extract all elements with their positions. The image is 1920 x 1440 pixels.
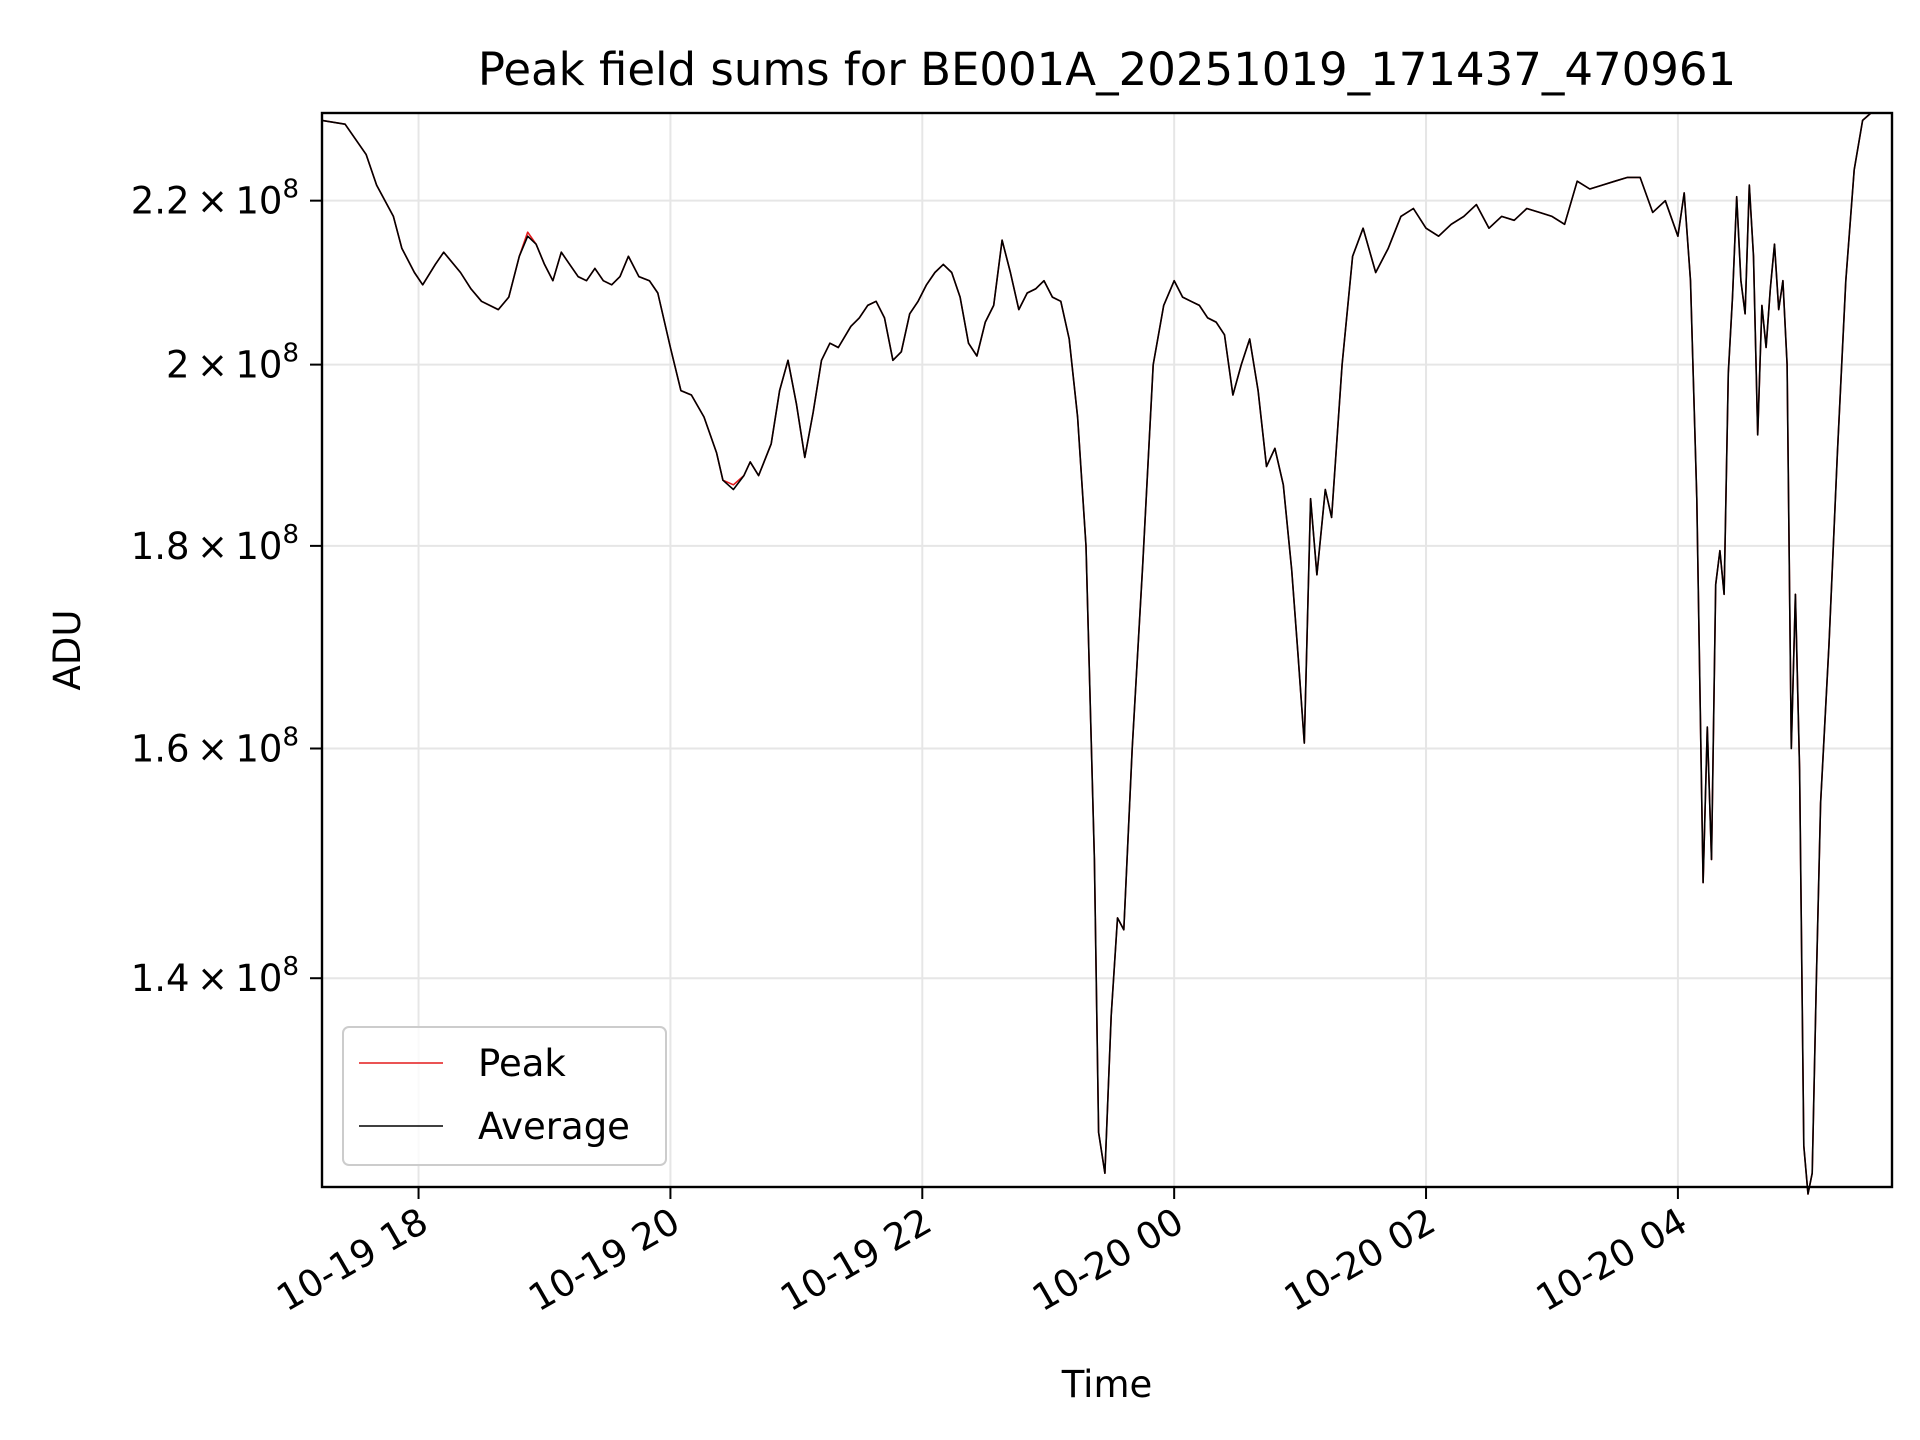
legend-label-average: Average xyxy=(478,1105,630,1148)
y-tick-mantissa: 2.2 xyxy=(131,180,190,223)
y-tick-exponent: 8 xyxy=(282,952,299,982)
chart-title: Peak field sums for BE001A_20251019_1714… xyxy=(478,43,1736,96)
y-tick-mantissa: 1.4 xyxy=(131,957,190,1000)
y-tick-exponent: 8 xyxy=(282,175,299,205)
y-tick-label: 2.2 × 108 xyxy=(131,175,299,223)
y-tick-label: 2 × 108 xyxy=(166,339,299,387)
legend-box xyxy=(342,1026,667,1166)
legend: Peak Average xyxy=(342,1026,667,1166)
y-tick-mantissa: 1.8 xyxy=(131,525,190,568)
y-tick-mantissa: 1.6 xyxy=(131,728,190,771)
y-tick-label: 1.6 × 108 xyxy=(131,723,299,771)
y-tick-mantissa: 2 xyxy=(166,344,190,387)
y-axis-title: ADU xyxy=(46,610,89,691)
y-axis: 1.4 × 108 1.6 × 108 1.8 × 108 2 × 108 2.2 × … xyxy=(131,175,322,1000)
x-axis-title: Time xyxy=(1061,1363,1153,1406)
y-tick-exponent: 8 xyxy=(282,339,299,369)
series-line-average xyxy=(321,112,1872,1195)
y-tick-exponent: 8 xyxy=(282,723,299,753)
y-tick-exponent: 8 xyxy=(282,520,299,550)
series-lines xyxy=(321,112,1872,1195)
plot-frame xyxy=(320,111,1894,1189)
legend-label-peak: Peak xyxy=(478,1042,566,1085)
y-tick-label: 1.8 × 108 xyxy=(131,520,299,568)
y-tick-label: 1.4 × 108 xyxy=(131,952,299,1000)
